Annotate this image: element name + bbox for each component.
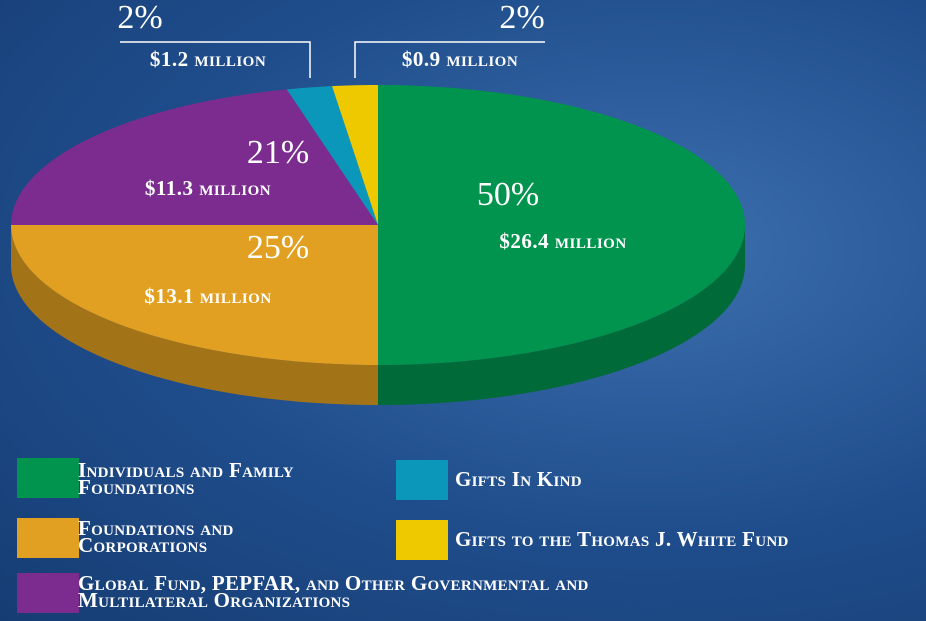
pie-top: [11, 85, 745, 365]
legend-label: Individuals and Family Foundations: [78, 462, 348, 496]
amount-label: $13.1 million: [144, 284, 271, 308]
amount-label: $0.9 million: [402, 47, 518, 71]
legend-swatch: [17, 518, 79, 558]
legend-label: Gifts In Kind: [455, 471, 755, 488]
amount-label: $1.2 million: [150, 47, 266, 71]
value-label: 21%: [247, 134, 309, 171]
legend-swatch: [396, 520, 448, 560]
legend-label: Global Fund, PEPFAR, and Other Governmen…: [78, 575, 678, 609]
legend-swatch: [17, 573, 79, 613]
amount-label: $11.3 million: [145, 176, 271, 200]
value-label: 2%: [117, 0, 162, 36]
value-label: 50%: [477, 176, 539, 213]
legend-label: Foundations and Corporations: [78, 520, 348, 554]
page: 50% $26.4 million 25% $13.1 million 21% $11.3…: [0, 0, 926, 621]
amount-label: $26.4 million: [499, 229, 626, 253]
legend-label: Gifts to the Thomas J. White Fund: [455, 531, 925, 548]
legend-swatch: [17, 458, 79, 498]
value-label: 2%: [499, 0, 544, 36]
value-label: 25%: [247, 229, 309, 266]
legend-swatch: [396, 460, 448, 500]
